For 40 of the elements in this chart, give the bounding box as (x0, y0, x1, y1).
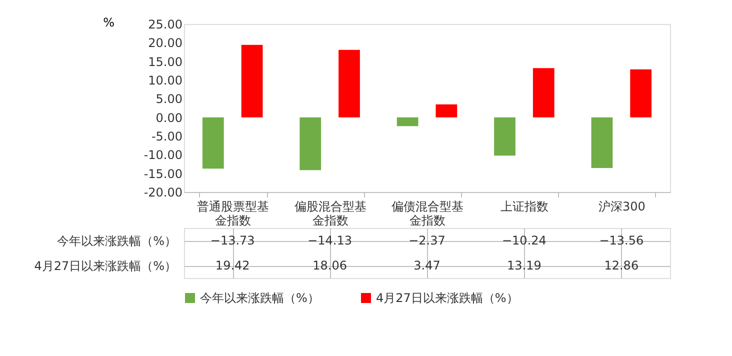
y-tick-label: 10.00 (148, 74, 182, 88)
bar (396, 117, 418, 126)
y-axis-title: % (103, 16, 114, 30)
data-label: −13.73 (210, 234, 255, 248)
text: 今年以来涨跌幅（%） (57, 234, 176, 248)
data-label: −14.13 (308, 234, 352, 248)
x-tick-label: 沪深300 (598, 200, 646, 214)
bar (300, 117, 322, 170)
data-label: −13.56 (599, 234, 644, 248)
bar (436, 104, 458, 118)
y-tick-label: -10.00 (144, 148, 182, 162)
data-label: −2.37 (408, 234, 446, 248)
x-tick-label: 偏债混合型基金指数 (392, 200, 464, 228)
x-tick-label: 偏股混合型基金指数 (294, 200, 366, 228)
bar (241, 44, 263, 118)
legend-label: 今年以来涨跌幅（%） (200, 291, 320, 305)
bar (202, 117, 224, 169)
x-tick-label: 普通股票型基金指数 (197, 200, 270, 228)
bar (338, 50, 360, 118)
y-tick-label: -5.00 (151, 130, 182, 144)
y-tick-label: -15.00 (144, 166, 182, 181)
x-tick-label: 上证指数 (500, 200, 549, 214)
bar (630, 69, 652, 118)
data-label: 13.19 (507, 258, 542, 272)
y-tick-label: 0.00 (156, 110, 182, 125)
y-tick-label: 15.00 (148, 54, 182, 69)
y-tick-label: 20.00 (148, 36, 182, 50)
y-tick-label: 5.00 (156, 92, 182, 106)
data-label: 18.06 (312, 258, 347, 272)
data-label: −10.24 (502, 234, 546, 248)
data-label: 3.47 (414, 258, 440, 272)
y-tick-label: -20.00 (144, 186, 182, 200)
bar (494, 117, 516, 156)
bar (532, 68, 554, 118)
data-label: 12.86 (604, 258, 639, 272)
y-tick-label: 25.00 (148, 18, 182, 32)
bar (591, 117, 613, 168)
legend-label: 4月27日以来涨跌幅（%） (376, 291, 518, 305)
text: 4月27日以来涨跌幅（%） (34, 259, 176, 273)
data-label: 19.42 (215, 258, 250, 272)
